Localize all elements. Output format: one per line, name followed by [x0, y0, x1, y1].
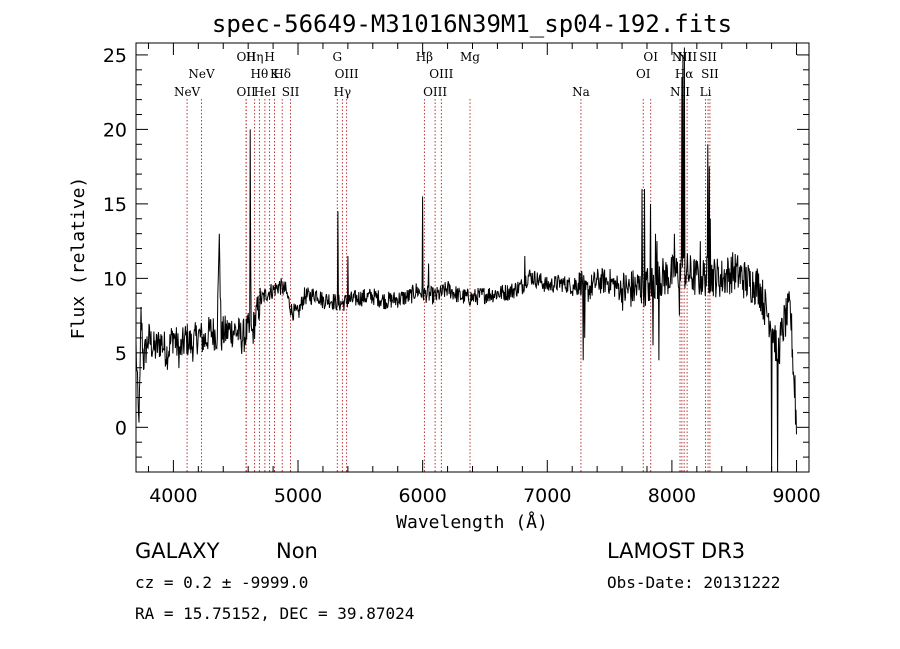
spectral-line-label: Na [572, 85, 590, 99]
spectral-line-label: NeV [188, 67, 215, 81]
spectral-line-labels: NeVNeVOIIOIIHηHθHeIHKHδSIIGHγOIIIHβOIIIO… [174, 50, 719, 99]
spectrum-layer [135, 47, 797, 473]
spectral-line-label: NII [677, 50, 697, 64]
spectral-line-label: H [264, 50, 274, 64]
coordinates: RA = 15.75152, DEC = 39.87024 [135, 604, 414, 623]
y-tick-label: 10 [103, 268, 127, 290]
object-subclass: Non [276, 539, 318, 563]
x-tick-label: 5000 [274, 485, 322, 507]
y-tick-label: 25 [103, 45, 127, 67]
x-tick-label: 8000 [648, 485, 696, 507]
spectral-line-label: OII [237, 50, 257, 64]
y-axis-ticks: 0 5 10 15 20 25 [103, 45, 809, 458]
spectral-line-label: G [332, 50, 342, 64]
spectral-line-label: SII [282, 85, 300, 99]
spectral-line-label: Hδ [273, 67, 291, 81]
spectral-line-label: OIII [423, 85, 447, 99]
x-tick-label: 6000 [398, 485, 446, 507]
y-axis-label: Flux (relative) [68, 177, 89, 340]
spectral-line-label: NeV [174, 85, 201, 99]
spectral-line-label: Hβ [416, 50, 433, 64]
spectral-line-label: SII [699, 50, 717, 64]
spectral-line-label: Li [700, 85, 712, 99]
spectral-line-label: HeI [254, 85, 277, 99]
x-tick-label: 9000 [772, 485, 820, 507]
x-tick-label: 4000 [149, 485, 197, 507]
spectral-line-label: NII [670, 85, 690, 99]
survey-name: LAMOST DR3 [607, 539, 745, 563]
spectral-line-label: SII [701, 67, 719, 81]
spectrum-line [135, 47, 797, 473]
spectral-line-label: OII [237, 85, 257, 99]
x-axis-label: Wavelength (Å) [396, 511, 548, 533]
y-tick-label: 20 [103, 119, 127, 141]
spectral-line-label: OIII [335, 67, 359, 81]
spectral-line-label: NII [672, 50, 692, 64]
spectral-line-label: Mg [460, 50, 480, 64]
x-axis-ticks: 4000 5000 6000 7000 8000 9000 [147, 43, 821, 507]
obs-date: Obs-Date: 20131222 [607, 573, 780, 592]
x-tick-label: 7000 [523, 485, 571, 507]
y-tick-label: 15 [103, 194, 127, 216]
spectral-line-label: Hγ [334, 85, 352, 99]
spectral-line-label: Hθ [251, 67, 269, 81]
spectral-line-label: OIII [429, 67, 453, 81]
object-class: GALAXY [135, 539, 220, 563]
chart-title: spec-56649-M31016N39M1_sp04-192.fits [212, 10, 732, 38]
spectral-line-label: K [270, 67, 280, 81]
redshift-value: cz = 0.2 ± -9999.0 [135, 573, 308, 592]
spectral-line-label: OI [636, 67, 651, 81]
spectral-line-label: Hη [246, 50, 264, 64]
y-tick-label: 5 [115, 343, 127, 365]
spectral-line-label: OI [643, 50, 658, 64]
y-tick-label: 0 [115, 417, 127, 439]
